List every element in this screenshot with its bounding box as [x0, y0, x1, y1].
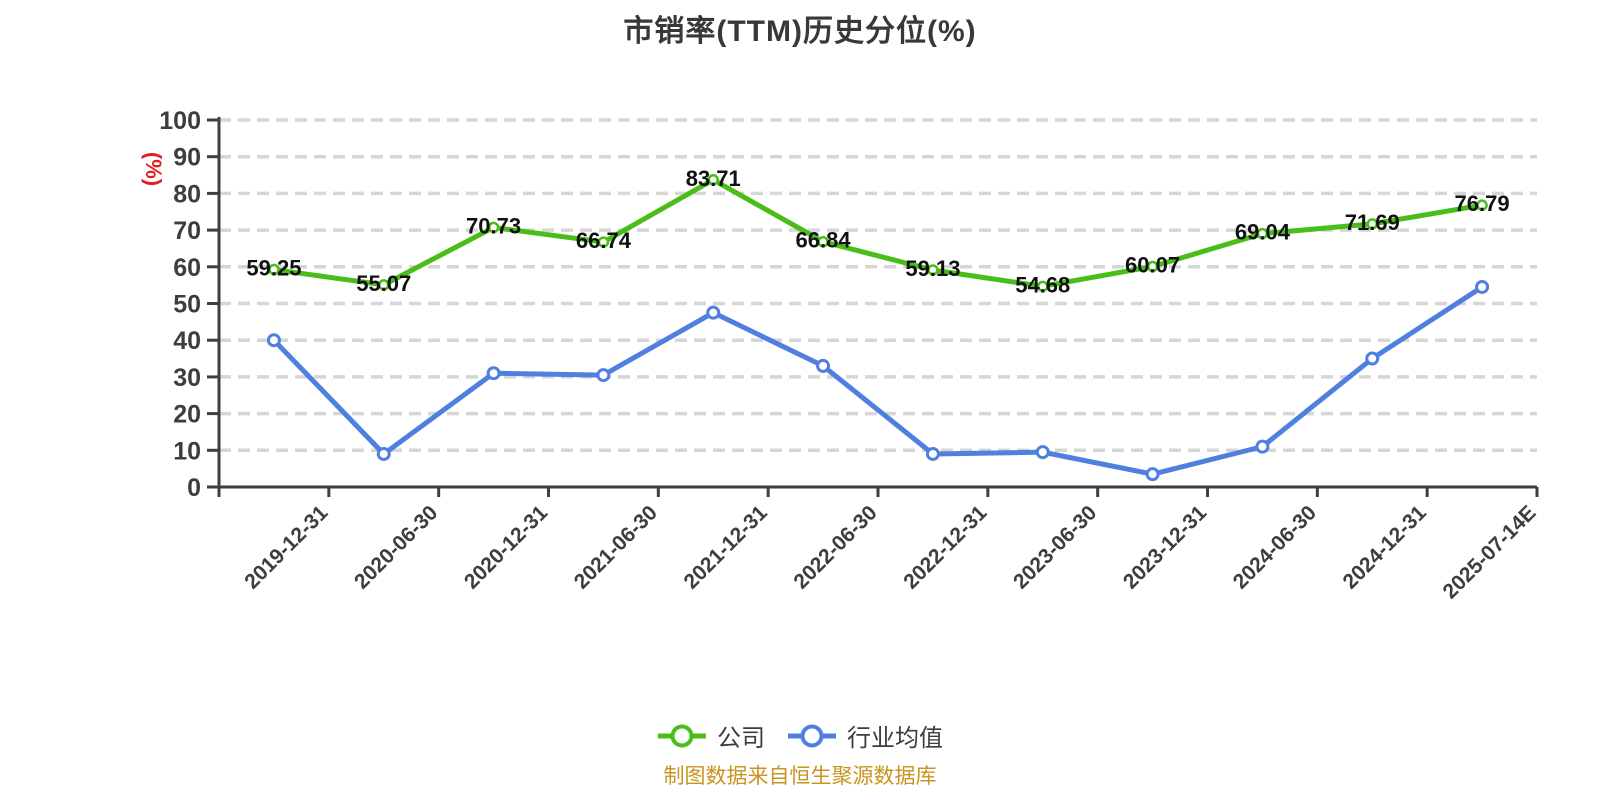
y-tick-label: 30 — [173, 364, 201, 392]
legend-item-industry-average[interactable]: 行业均值 — [787, 718, 943, 753]
y-tick-label: 70 — [173, 217, 201, 245]
data-point-marker[interactable] — [1145, 467, 1160, 482]
y-tick-label: 60 — [173, 254, 201, 282]
y-tick-label: 50 — [173, 291, 201, 319]
data-point-label: 59.25 — [246, 256, 301, 281]
chart-title: 市销率(TTM)历史分位(%) — [623, 15, 977, 48]
data-point-label: 83.71 — [686, 166, 741, 191]
data-point-label: 55.07 — [356, 271, 411, 296]
x-tick-label: 2023-06-30 — [1009, 501, 1101, 593]
data-point-label: 60.07 — [1125, 253, 1180, 278]
y-tick-label: 90 — [173, 144, 201, 172]
data-point-label: 71.69 — [1345, 210, 1400, 235]
data-point-marker[interactable] — [1476, 199, 1488, 211]
data-point-label: 66.84 — [796, 228, 852, 253]
data-point-marker[interactable] — [1255, 439, 1270, 454]
data-point-marker[interactable] — [707, 174, 719, 186]
data-point-label: 69.04 — [1235, 220, 1291, 245]
y-tick-label: 100 — [159, 107, 201, 135]
legend: 公司 行业均值 — [0, 718, 1600, 753]
x-tick-label: 2019-12-31 — [240, 501, 332, 593]
x-tick-label: 2022-12-31 — [899, 501, 991, 593]
data-point-marker[interactable] — [596, 368, 611, 383]
data-point-marker[interactable] — [1146, 260, 1159, 273]
y-tick-label: 40 — [173, 327, 201, 355]
data-point-label: 54.68 — [1015, 272, 1070, 297]
legend-label-company: 公司 — [717, 725, 765, 752]
data-point-marker[interactable] — [816, 358, 831, 373]
data-point-label: 70.73 — [466, 213, 521, 238]
data-point-label: 59.13 — [905, 256, 960, 281]
x-tick-label: 2025-07-14E — [1438, 501, 1540, 603]
data-point-marker[interactable] — [597, 236, 610, 248]
data-point-marker[interactable] — [927, 264, 939, 276]
data-point-marker[interactable] — [268, 263, 280, 276]
industry-average-series-marker-icon — [788, 724, 836, 747]
legend-label-industry-average: 行业均值 — [847, 725, 943, 752]
y-tick-label: 80 — [173, 180, 201, 208]
data-point-marker[interactable] — [925, 446, 940, 461]
x-tick-label: 2021-06-30 — [570, 501, 662, 593]
data-point-label: 76.79 — [1455, 191, 1510, 216]
data-point-marker[interactable] — [1037, 280, 1049, 293]
plot-area: 0 10 20 30 40 50 60 70 80 90 100 2019-12-31 2020-06-… — [159, 107, 1540, 603]
data-point-marker[interactable] — [378, 279, 390, 291]
legend-item-company[interactable]: 公司 — [657, 718, 765, 753]
data-point-marker[interactable] — [706, 305, 721, 320]
x-tick-label: 2024-06-30 — [1229, 501, 1321, 593]
data-point-marker[interactable] — [817, 235, 829, 248]
data-point-marker[interactable] — [1475, 279, 1490, 294]
data-point-marker[interactable] — [486, 366, 501, 381]
industry-average-series-line — [271, 284, 1485, 477]
x-tick-label: 2023-12-31 — [1119, 501, 1211, 593]
data-point-marker[interactable] — [1365, 351, 1380, 366]
data-point-marker[interactable] — [1035, 445, 1050, 460]
x-tick-label: 2020-06-30 — [350, 501, 442, 593]
y-tick-label: 0 — [187, 474, 201, 502]
data-point-marker[interactable] — [1366, 218, 1378, 230]
company-series-line — [271, 177, 1485, 289]
data-point-marker[interactable] — [487, 221, 500, 234]
x-tick-label: 2022-06-30 — [789, 501, 881, 593]
data-point-marker[interactable] — [1256, 227, 1269, 240]
company-series-marker-icon — [658, 724, 706, 747]
x-tick-label: 2024-12-31 — [1339, 501, 1431, 593]
data-point-label: 66.74 — [576, 228, 632, 253]
data-source-note: 制图数据来自恒生聚源数据库 — [663, 765, 937, 788]
data-point-marker[interactable] — [376, 446, 391, 461]
x-tick-label: 2020-12-31 — [460, 501, 552, 593]
y-tick-label: 10 — [173, 437, 201, 465]
x-tick-label: 2021-12-31 — [680, 501, 772, 593]
y-tick-label: 20 — [173, 401, 201, 429]
data-point-marker[interactable] — [266, 333, 281, 348]
